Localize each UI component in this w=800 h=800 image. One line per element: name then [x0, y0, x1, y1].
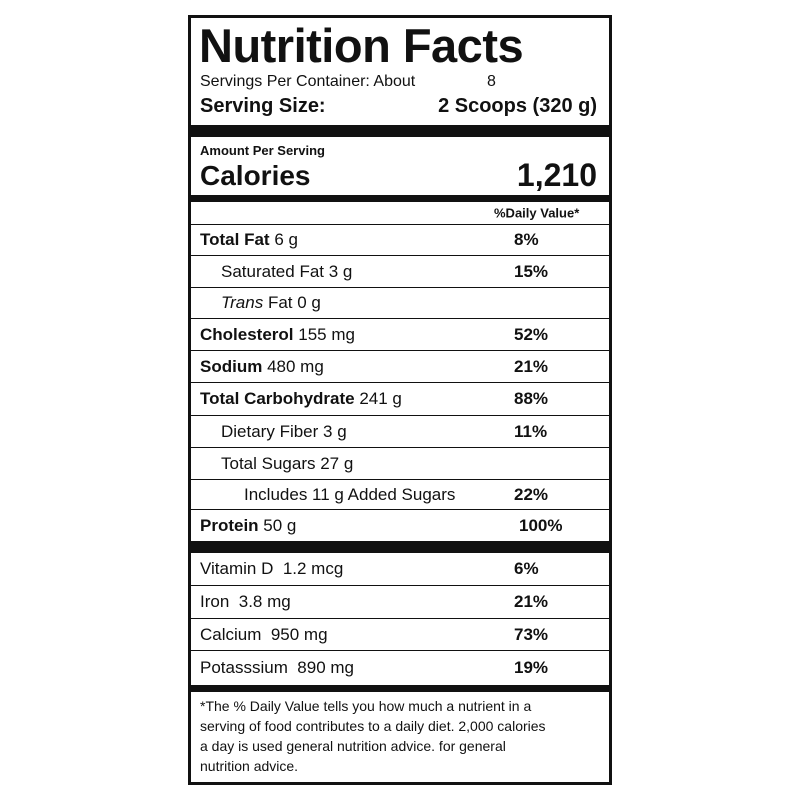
daily-value: 52% — [514, 324, 549, 344]
title: Nutrition Facts — [199, 19, 524, 72]
footnote-line: a day is used general nutrition advice. … — [200, 738, 506, 754]
nutrient-amount: 6 g — [274, 230, 298, 249]
daily-value: 22% — [514, 484, 549, 504]
nutrient: Sodium 480 mg — [200, 357, 324, 377]
nutrient-name: Total Carbohydrate — [200, 389, 355, 408]
nutrient-name: Protein — [200, 515, 259, 535]
thick-rule — [191, 125, 609, 137]
amount-per-serving: Amount Per Serving — [200, 143, 325, 158]
nutrient-row: Trans Fat 0 g — [191, 288, 609, 319]
nutrient-row: Saturated Fat 3 g 15% — [191, 256, 609, 288]
nutrient: Cholesterol 155 mg — [200, 325, 355, 345]
thick-rule — [191, 685, 609, 692]
nutrient: Total Fat 6 g — [200, 230, 298, 250]
nutrient-row: Sodium 480 mg 21% — [191, 351, 609, 383]
vitamin-name: Potasssium 890 mg — [200, 658, 355, 677]
dv-header-row: %Daily Value* — [191, 202, 609, 225]
nutrient-name: Saturated Fat 3 g — [221, 261, 353, 281]
daily-value: 6% — [514, 559, 539, 578]
nutrient-amount: 480 mg — [267, 356, 324, 376]
daily-value: 8% — [514, 230, 539, 249]
thick-rule — [191, 541, 609, 553]
nutrient-row: Protein 50 g 100% — [191, 510, 609, 541]
nutrient-row: Total Fat 6 g 8% — [191, 225, 609, 256]
serving-size-label: Serving Size: — [200, 95, 326, 117]
nutrient-name: Trans — [221, 293, 264, 312]
daily-value: 21% — [514, 592, 549, 611]
nutrient-amount: 155 mg — [298, 324, 355, 344]
nutrient-row: Total Carbohydrate 241 g 88% — [191, 383, 609, 416]
nutrient-row: Total Sugars 27 g — [191, 448, 609, 480]
nutrient-row: Includes 11 g Added Sugars 22% — [191, 480, 609, 510]
nutrient-amount: 50 g — [263, 515, 297, 535]
vitamin-name: Iron 3.8 mg — [200, 592, 291, 611]
calories-value: 1,210 — [516, 157, 597, 193]
nutrient: Total Carbohydrate 241 g — [200, 389, 402, 409]
vitamin-row: Calcium 950 mg 73% — [191, 619, 609, 651]
footnote-line: nutrition advice. — [200, 758, 299, 774]
footnote-line: *The % Daily Value tells you how much a … — [200, 698, 532, 714]
daily-value: 73% — [514, 624, 549, 644]
nutrient-name: Sodium — [200, 356, 263, 376]
nutrient-row: Dietary Fiber 3 g 11% — [191, 416, 609, 448]
vitamin-row: Potasssium 890 mg 19% — [191, 651, 609, 685]
calories-label: Calories — [200, 160, 311, 191]
nutrient-amount: Fat 0 g — [267, 293, 321, 312]
vitamin-row: Iron 3.8 mg 21% — [191, 586, 609, 619]
footnote-line: serving of food contributes to a daily d… — [200, 718, 546, 734]
nutrient-row: Cholesterol 155 mg 52% — [191, 319, 609, 351]
daily-value: 19% — [514, 658, 549, 677]
nutrient-name: Cholesterol — [200, 324, 294, 344]
dv-header: %Daily Value* — [494, 205, 580, 221]
servings-value: 8 — [487, 73, 496, 90]
nutrient-name: Total Fat — [200, 230, 270, 249]
servings-label: Servings Per Container: About — [200, 73, 416, 90]
daily-value: 88% — [514, 389, 549, 408]
nutrient-name: Includes 11 g Added Sugars — [244, 484, 456, 504]
nutrient-amount: 241 g — [359, 389, 402, 408]
daily-value: 100% — [519, 515, 563, 535]
nutrient: Trans Fat 0 g — [221, 293, 321, 313]
nutrient-name: Dietary Fiber 3 g — [221, 421, 347, 441]
thick-rule — [191, 195, 609, 202]
serving-size-value: 2 Scoops (320 g) — [438, 95, 597, 117]
label-border — [188, 15, 612, 785]
vitamin-name: Calcium 950 mg — [200, 624, 328, 644]
daily-value: 21% — [514, 356, 549, 376]
daily-value: 15% — [514, 261, 549, 281]
vitamin-row: Vitamin D 1.2 mcg 6% — [191, 553, 609, 586]
nutrient-name: Total Sugars 27 g — [221, 453, 354, 473]
vitamin-name: Vitamin D 1.2 mcg — [200, 559, 344, 578]
nutrient: Protein 50 g — [200, 516, 296, 536]
daily-value: 11% — [514, 421, 548, 441]
